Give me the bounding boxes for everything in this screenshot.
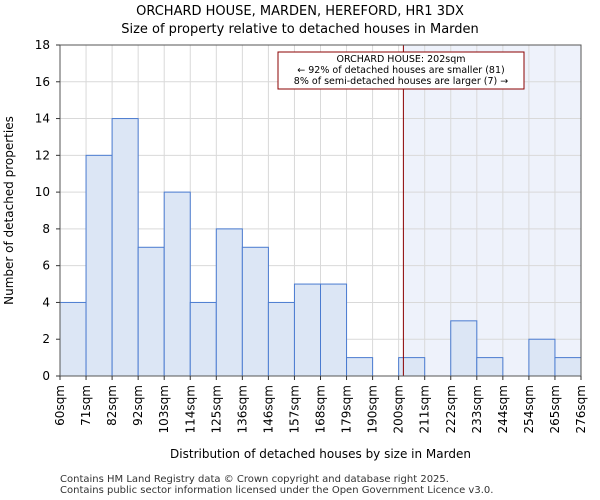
x-tick-label: 71sqm (79, 385, 93, 426)
bar (111, 118, 139, 377)
y-tick-label: 10 (35, 185, 50, 199)
x-axis-ticks: 60sqm 71sqm 82sqm 92sqm 103sqm 114sqm 125sqm 13… (53, 376, 588, 433)
bar (267, 301, 295, 377)
chart-subtitle: Size of property relative to detached ho… (121, 22, 479, 37)
x-tick-label: 265sqm (548, 385, 562, 433)
bar (137, 246, 165, 377)
bar (241, 246, 269, 377)
x-axis-label: Distribution of detached houses by size … (170, 447, 471, 461)
x-tick-label: 146sqm (261, 385, 275, 433)
y-tick-label: 4 (42, 295, 50, 309)
x-tick-label: 222sqm (444, 385, 458, 433)
property-annotation: ORCHARD HOUSE: 202sqm ← 92% of detached … (277, 51, 525, 90)
bar (59, 301, 87, 377)
chart-title: ORCHARD HOUSE, MARDEN, HEREFORD, HR1 3DX (136, 4, 464, 19)
bar (85, 154, 113, 377)
bars (59, 118, 582, 377)
x-tick-label: 168sqm (314, 385, 328, 433)
bar (476, 357, 504, 377)
annotation-line-2: ← 92% of detached houses are smaller (81… (297, 65, 504, 76)
y-tick-label: 14 (35, 112, 50, 126)
x-tick-label: 136sqm (235, 385, 249, 433)
larger-properties-shading (403, 45, 581, 376)
x-tick-label: 82sqm (105, 385, 119, 426)
x-tick-label: 276sqm (574, 385, 588, 433)
x-tick-label: 92sqm (131, 385, 145, 426)
y-tick-label: 6 (42, 259, 50, 273)
bar (450, 320, 478, 377)
bar (346, 357, 374, 377)
x-tick-label: 60sqm (53, 385, 67, 426)
bar (320, 283, 348, 377)
y-tick-label: 16 (35, 75, 50, 89)
y-axis-label: Number of detached properties (2, 116, 16, 305)
x-tick-label: 254sqm (522, 385, 536, 433)
annotation-box (277, 51, 525, 90)
x-tick-label: 114sqm (183, 385, 197, 433)
annotation-line-3: 8% of semi-detached houses are larger (7… (294, 76, 508, 87)
annotation-line-1: ORCHARD HOUSE: 202sqm (336, 54, 465, 65)
footer-copyright: Contains HM Land Registry data © Crown c… (60, 474, 449, 485)
y-tick-label: 18 (35, 38, 50, 52)
x-tick-label: 244sqm (496, 385, 510, 433)
y-tick-label: 8 (42, 222, 50, 236)
footer-licence: Contains public sector information licen… (60, 485, 494, 496)
x-tick-label: 179sqm (340, 385, 354, 433)
y-tick-label: 12 (35, 148, 50, 162)
x-tick-label: 157sqm (287, 385, 301, 433)
bar (163, 191, 191, 377)
x-tick-label: 103sqm (157, 385, 171, 433)
x-tick-label: 211sqm (418, 385, 432, 433)
bar (189, 301, 217, 377)
y-tick-label: 0 (42, 369, 50, 383)
bar (215, 228, 243, 377)
x-tick-label: 125sqm (209, 385, 223, 433)
bar (398, 357, 426, 377)
x-tick-label: 200sqm (392, 385, 406, 433)
y-axis-ticks: 0 2 4 6 8 10 12 14 16 18 (35, 38, 60, 383)
bar (293, 283, 322, 377)
x-tick-label: 190sqm (366, 385, 380, 433)
bar (528, 338, 556, 377)
y-tick-label: 2 (42, 332, 50, 346)
bar (554, 357, 582, 377)
x-tick-label: 233sqm (470, 385, 484, 433)
